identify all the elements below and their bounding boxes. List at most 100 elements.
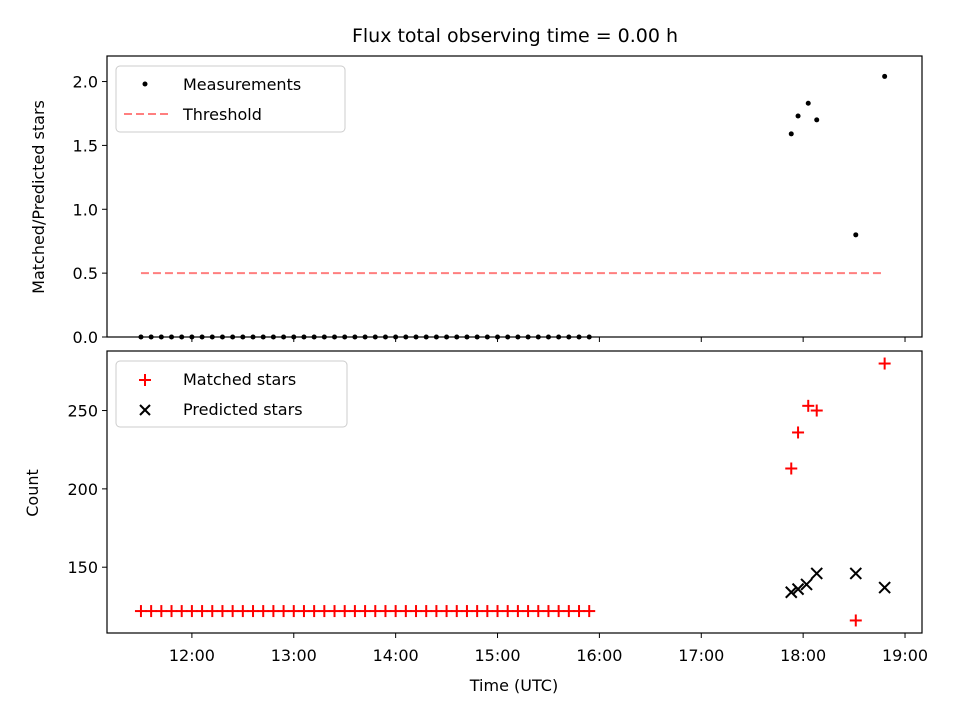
matched-star-point — [318, 605, 331, 618]
bottom-x-tick-label: 13:00 — [271, 646, 317, 665]
matched-star-point — [583, 605, 596, 618]
matched-star-point — [440, 605, 453, 618]
legend-matched-marker — [139, 374, 151, 386]
matched-star-point — [552, 605, 565, 618]
top-y-ticks: 0.0 0.5 1.0 1.5 2.0 — [73, 73, 107, 347]
top-legend: Measurements Threshold — [115, 65, 346, 133]
legend-threshold-label: Threshold — [182, 105, 262, 124]
predicted-star-point — [800, 578, 813, 591]
bottom-x-tick-label: 14:00 — [373, 646, 419, 665]
bottom-y-tick-label: 150 — [67, 558, 98, 577]
matched-star-point — [328, 605, 341, 618]
predicted-star-point — [849, 567, 862, 580]
bottom-x-tick-label: 12:00 — [169, 646, 215, 665]
measurement-point — [795, 113, 801, 119]
matched-star-point — [165, 605, 178, 618]
matched-star-point — [562, 605, 575, 618]
matched-star-point — [450, 605, 463, 618]
predicted-star-stroke — [878, 581, 891, 594]
matched-star-point — [379, 605, 392, 618]
matched-star-point — [785, 462, 798, 475]
top-y-axis-label: Matched/Predicted stars — [29, 100, 48, 294]
matched-star-point — [471, 605, 484, 618]
matched-star-point — [878, 357, 891, 370]
matched-star-point — [196, 605, 209, 618]
predicted-star-point — [791, 582, 805, 596]
legend-predicted-marker — [139, 404, 151, 416]
matched-star-point — [155, 605, 168, 618]
matched-star-point — [511, 605, 524, 618]
matched-star-point — [573, 605, 586, 618]
legend-measurements-marker — [142, 81, 148, 87]
legend-measurements-label: Measurements — [183, 75, 301, 94]
matched-star-point — [247, 605, 260, 618]
measurement-point — [853, 232, 859, 238]
predicted-star-point — [878, 581, 891, 594]
matched-star-point — [175, 605, 188, 618]
matched-star-point — [134, 605, 147, 618]
matched-star-point — [430, 605, 443, 618]
x-axis-label: Time (UTC) — [469, 676, 558, 695]
bottom-legend-box — [115, 360, 348, 428]
matched-star-point — [501, 605, 514, 618]
matched-star-point — [267, 605, 280, 618]
matched-star-point — [420, 605, 433, 618]
predicted-star-stroke — [849, 567, 862, 580]
matched-star-point — [491, 605, 504, 618]
predicted-star-point — [785, 586, 798, 599]
bottom-panel: 150 200 250 12:00 13:00 14:00 15:00 16:00 17:00… — [23, 350, 928, 695]
matched-star-point — [236, 605, 249, 618]
predicted-star-point — [810, 567, 823, 580]
matched-star-point — [481, 605, 494, 618]
predicted-star-stroke — [791, 582, 805, 596]
bottom-y-tick-label: 200 — [67, 480, 98, 499]
matched-star-point — [849, 614, 862, 627]
matched-star-point — [792, 426, 805, 439]
matched-star-point — [216, 605, 229, 618]
measurement-point — [788, 131, 794, 137]
matched-star-point — [460, 605, 473, 618]
bottom-x-ticks: 12:00 13:00 14:00 15:00 16:00 17:00 18:00 19:00 — [169, 633, 928, 665]
matched-star-point — [348, 605, 361, 618]
matched-star-point — [257, 605, 270, 618]
matched-star-point — [145, 605, 158, 618]
matched-star-point — [226, 605, 239, 618]
bottom-legend: Matched stars Predicted stars — [115, 360, 348, 428]
top-y-tick-label: 0.0 — [73, 328, 98, 347]
matched-star-point — [287, 605, 300, 618]
matched-star-point — [532, 605, 545, 618]
matched-star-point — [185, 605, 198, 618]
measurement-point — [814, 117, 820, 123]
bottom-y-tick-label: 250 — [67, 402, 98, 421]
chart-title: Flux total observing time = 0.00 h — [352, 25, 678, 47]
matched-star-point — [206, 605, 219, 618]
bottom-x-tick-label: 18:00 — [780, 646, 826, 665]
matched-star-point — [802, 399, 815, 412]
matched-star-point — [338, 605, 351, 618]
top-x-ticks — [191, 337, 906, 342]
predicted-star-stroke — [800, 578, 813, 591]
top-panel: 0.00.51.01.52.0 Matched/Predicted stars … — [29, 55, 923, 347]
matched-star-point — [369, 605, 382, 618]
legend-matched-label: Matched stars — [183, 370, 296, 389]
matched-star-point — [277, 605, 290, 618]
measurement-point — [805, 100, 811, 106]
predicted-star-stroke — [785, 586, 798, 599]
matched-star-point — [522, 605, 535, 618]
bottom-x-tick-label: 17:00 — [678, 646, 724, 665]
bottom-x-tick-label: 19:00 — [882, 646, 928, 665]
top-y-tick-label: 1.0 — [73, 200, 98, 219]
top-y-tick-label: 1.5 — [73, 136, 98, 155]
matched-star-point — [399, 605, 412, 618]
top-axes-frame — [106, 55, 923, 338]
legend-predicted-label: Predicted stars — [183, 400, 303, 419]
matched-star-point — [297, 605, 310, 618]
matched-star-point — [542, 605, 555, 618]
top-legend-box — [115, 65, 346, 133]
matched-star-point — [389, 605, 402, 618]
matched-star-point — [359, 605, 372, 618]
bottom-y-ticks: 150 200 250 — [67, 402, 107, 577]
bottom-x-tick-label: 15:00 — [474, 646, 520, 665]
predicted-star-stroke — [810, 567, 823, 580]
